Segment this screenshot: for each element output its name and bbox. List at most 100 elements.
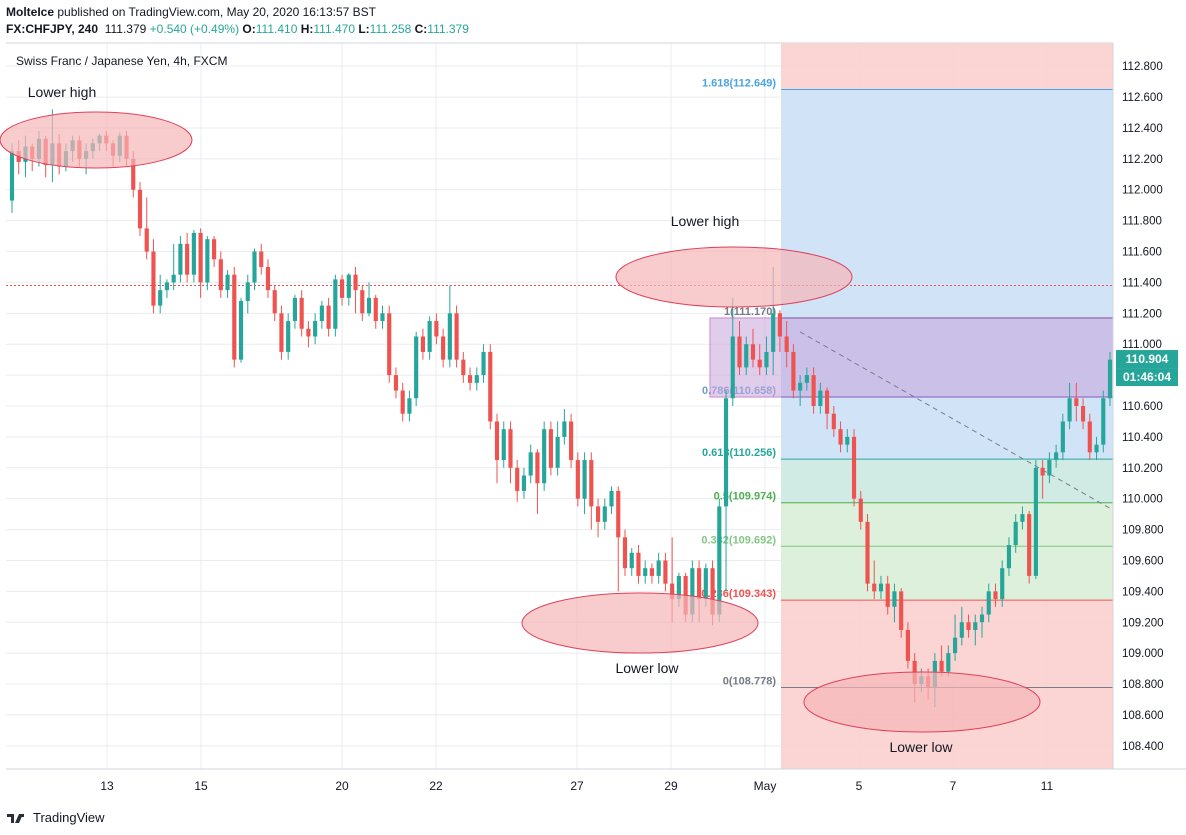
candle-body bbox=[414, 336, 419, 399]
candle-body bbox=[178, 243, 183, 275]
time-axis[interactable]: 13 15 20 22 27 29 May 5 7 11 bbox=[6, 768, 1186, 793]
candle-body bbox=[959, 622, 964, 638]
fib-zone bbox=[781, 43, 1113, 90]
candle-body bbox=[313, 321, 318, 337]
candle-body bbox=[232, 274, 237, 360]
candle-body bbox=[259, 251, 264, 267]
candle-body bbox=[878, 583, 884, 592]
candle-body bbox=[380, 313, 385, 322]
candle-body bbox=[1080, 406, 1086, 422]
candle-body bbox=[1060, 421, 1065, 453]
annotation-label: Lower high bbox=[28, 84, 97, 100]
candle-body bbox=[636, 552, 641, 576]
chart-title: Swiss Franc / Japanese Yen, 4h, FXCM bbox=[16, 54, 227, 68]
candle-body bbox=[198, 232, 203, 283]
candle-body bbox=[676, 575, 681, 600]
candle-body bbox=[703, 568, 708, 600]
candle-body bbox=[1107, 359, 1113, 399]
candle-body bbox=[622, 537, 628, 569]
candle-body bbox=[1087, 421, 1092, 453]
candle-body bbox=[319, 305, 324, 322]
candle-body bbox=[339, 279, 345, 298]
x-tick-label: 22 bbox=[429, 779, 443, 793]
candle-body bbox=[427, 321, 432, 352]
candle-body bbox=[481, 351, 486, 376]
y-tick-label: 111.200 bbox=[1122, 308, 1162, 320]
candle-body bbox=[286, 321, 291, 352]
fib-level-label: 0.618(110.256) bbox=[702, 447, 776, 459]
candle-body bbox=[690, 568, 695, 615]
y-tick-label: 110.600 bbox=[1122, 401, 1163, 413]
y-tick-label: 108.400 bbox=[1122, 741, 1164, 753]
candle-body bbox=[730, 336, 735, 399]
ohlc-line: FX:CHFJPY, 240 111.379 +0.540 (+0.49%) O… bbox=[6, 22, 469, 36]
y-tick-label: 109.200 bbox=[1122, 617, 1164, 629]
y-tick-label: 111.400 bbox=[1122, 277, 1162, 289]
candle-body bbox=[649, 568, 655, 576]
candle-body bbox=[542, 429, 547, 484]
candle-body bbox=[723, 398, 729, 507]
candle-body bbox=[555, 436, 560, 468]
highlight-ellipse bbox=[615, 246, 853, 308]
candle-body bbox=[979, 614, 985, 623]
candle-body bbox=[265, 266, 271, 291]
annotation-label: Lower low bbox=[889, 739, 953, 755]
tradingview-footer[interactable]: TradingView bbox=[6, 810, 105, 825]
candle-body bbox=[535, 452, 540, 484]
candle-body bbox=[1000, 568, 1005, 600]
x-tick-label: 11 bbox=[1041, 779, 1054, 793]
candle-body bbox=[589, 460, 594, 507]
publish-info: MolteIce published on TradingView.com, M… bbox=[6, 5, 376, 19]
candle-body bbox=[441, 336, 446, 360]
candle-body bbox=[1067, 398, 1072, 422]
high-label: H: bbox=[300, 22, 314, 36]
tradingview-logo-icon bbox=[7, 813, 24, 823]
candle-body bbox=[811, 375, 816, 406]
highlight-ellipse bbox=[803, 671, 1041, 733]
price-axis[interactable]: 112.800 112.600 112.400 112.200 112.000 111.8… bbox=[1112, 43, 1178, 769]
y-tick-label: 110.000 bbox=[1122, 494, 1163, 506]
candle-body bbox=[434, 321, 439, 337]
candle-body bbox=[595, 506, 601, 522]
candle-body bbox=[171, 274, 176, 283]
candle-body bbox=[899, 591, 904, 630]
candle-body bbox=[137, 189, 143, 229]
candle-body bbox=[656, 560, 661, 576]
fib-level-label: 1(111.170) bbox=[724, 306, 776, 318]
candle-body bbox=[407, 398, 412, 414]
candle-body bbox=[771, 313, 776, 352]
candle-body bbox=[272, 290, 277, 314]
open-value: 111.410 bbox=[255, 22, 298, 36]
candle-body bbox=[777, 313, 783, 337]
annotation-label: Lower low bbox=[615, 660, 679, 676]
candle-body bbox=[663, 560, 668, 584]
candle-body bbox=[939, 660, 944, 672]
candle-body bbox=[1054, 452, 1059, 461]
candle-body bbox=[501, 429, 506, 461]
candle-body bbox=[670, 583, 675, 600]
author-name: MolteIce bbox=[6, 5, 55, 19]
candle-body bbox=[952, 637, 958, 654]
candle-body bbox=[825, 390, 830, 414]
candle-body bbox=[865, 521, 870, 584]
candle-body bbox=[1027, 514, 1032, 576]
candle-body bbox=[548, 429, 553, 468]
candle-body bbox=[569, 421, 574, 461]
low-value: 111.258 bbox=[369, 22, 412, 36]
candle-body bbox=[353, 274, 358, 291]
fibonacci-extension[interactable]: 1.618(112.649)1(111.170)0.786(110.658)0.… bbox=[6, 43, 1114, 769]
candle-body bbox=[447, 313, 452, 360]
last-price: 111.379 bbox=[104, 22, 147, 36]
open-label: O: bbox=[242, 22, 256, 36]
y-tick-label: 108.600 bbox=[1122, 710, 1164, 722]
candle-body bbox=[831, 413, 836, 430]
annotations[interactable]: Lower high Lower high Lower low Lower low bbox=[0, 84, 1041, 755]
candle-body bbox=[804, 375, 809, 383]
candle-body bbox=[750, 344, 756, 360]
candle-body bbox=[966, 622, 971, 630]
y-tick-label: 112.800 bbox=[1122, 61, 1163, 73]
high-value: 111.470 bbox=[313, 22, 355, 36]
y-tick-label: 110.200 bbox=[1122, 463, 1163, 475]
highlight-ellipse bbox=[521, 592, 759, 654]
